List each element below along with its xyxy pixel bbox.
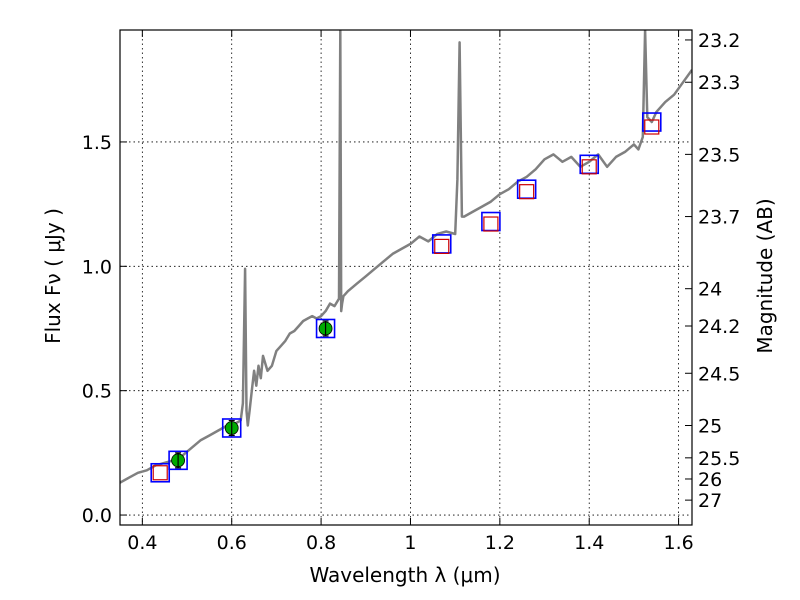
x-tick-label: 1 bbox=[404, 532, 416, 554]
y-tick-label: 0.5 bbox=[82, 381, 112, 403]
right-axis-label: Magnitude (AB) bbox=[753, 198, 777, 353]
x-tick-label: 1.2 bbox=[485, 532, 515, 554]
model-photometry-box bbox=[150, 462, 171, 483]
model-photometry-box bbox=[481, 211, 501, 232]
plot-frame bbox=[119, 29, 693, 526]
model-photometry-box bbox=[641, 112, 662, 132]
x-tick-label: 0.8 bbox=[306, 532, 336, 554]
y-tick-label: 1.0 bbox=[82, 256, 112, 278]
upper-limit-marker bbox=[581, 159, 597, 175]
model-photometry-box bbox=[168, 450, 188, 471]
mag-tick-label: 24.2 bbox=[698, 316, 740, 338]
y-tick-label: 1.5 bbox=[82, 132, 112, 154]
y-tick-label: 0.0 bbox=[82, 505, 112, 527]
x-tick-label: 1.6 bbox=[663, 532, 693, 554]
upper-limit-marker bbox=[434, 238, 450, 255]
mag-tick-label: 25.5 bbox=[698, 448, 740, 470]
y-axis-label: Flux Fν ( μJy ) bbox=[41, 208, 65, 344]
model-photometry-box bbox=[221, 418, 242, 438]
mag-tick-label: 24.5 bbox=[698, 363, 740, 385]
x-tick-label: 1.4 bbox=[574, 532, 604, 554]
model-photometry-box bbox=[516, 179, 537, 199]
mag-tick-label: 24 bbox=[698, 279, 722, 301]
mag-tick-label: 27 bbox=[698, 490, 722, 512]
mag-tick-label: 25 bbox=[698, 416, 722, 438]
x-tick-label: 0.6 bbox=[217, 532, 247, 554]
model-photometry-box bbox=[431, 234, 452, 254]
mag-tick-label: 26 bbox=[698, 469, 722, 491]
upper-limit-marker bbox=[483, 216, 499, 232]
mag-tick-label: 23.3 bbox=[698, 72, 740, 94]
x-tick-label: 0.4 bbox=[127, 532, 157, 554]
mag-tick-label: 23.2 bbox=[698, 30, 740, 52]
x-axis-label: Wavelength λ (μm) bbox=[309, 563, 500, 587]
upper-limit-marker bbox=[644, 119, 660, 135]
mag-tick-label: 23.7 bbox=[698, 207, 740, 229]
upper-limit-marker bbox=[519, 184, 535, 200]
upper-limit-marker bbox=[152, 465, 168, 481]
model-photometry-box bbox=[315, 318, 336, 339]
spectrum-line bbox=[120, 30, 692, 484]
mag-tick-label: 23.5 bbox=[698, 144, 740, 166]
